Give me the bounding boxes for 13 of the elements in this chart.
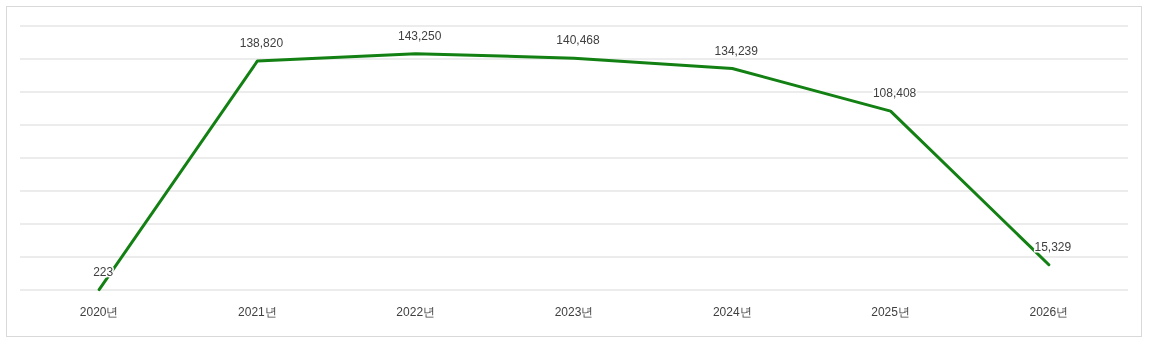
data-label: 134,239 xyxy=(714,43,759,58)
x-tick-label: 2025년 xyxy=(871,305,910,319)
data-label: 143,250 xyxy=(398,28,442,43)
x-tick-label: 2022년 xyxy=(396,305,436,319)
x-tick-label: 2024년 xyxy=(712,305,752,319)
x-tick-label: 2021년 xyxy=(238,305,277,319)
x-tick-label: 2026년 xyxy=(1029,305,1069,319)
x-tick-label: 2023년 xyxy=(554,305,594,319)
data-label: 108,408 xyxy=(872,86,917,101)
data-label: 140,468 xyxy=(556,33,601,48)
data-label: 15,329 xyxy=(1034,239,1072,254)
data-label: 138,820 xyxy=(239,35,284,50)
x-tick-label: 2020년 xyxy=(79,305,119,319)
